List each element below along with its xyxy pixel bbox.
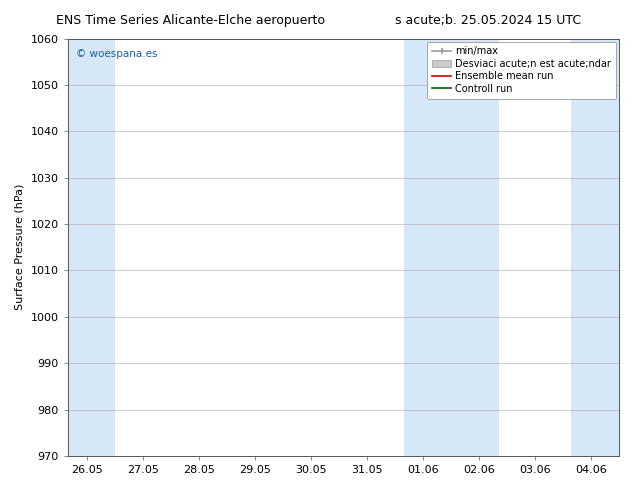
Bar [68, 39, 115, 456]
Text: ENS Time Series Alicante-Elche aeropuerto: ENS Time Series Alicante-Elche aeropuert… [56, 14, 325, 27]
Text: s acute;b. 25.05.2024 15 UTC: s acute;b. 25.05.2024 15 UTC [395, 14, 581, 27]
Legend: min/max, Desviaci acute;n est acute;ndar, Ensemble mean run, Controll run: min/max, Desviaci acute;n est acute;ndar… [427, 42, 616, 98]
Bar [403, 39, 499, 456]
Bar [571, 39, 619, 456]
Y-axis label: Surface Pressure (hPa): Surface Pressure (hPa) [15, 184, 25, 311]
Text: © woespana.es: © woespana.es [76, 49, 157, 59]
